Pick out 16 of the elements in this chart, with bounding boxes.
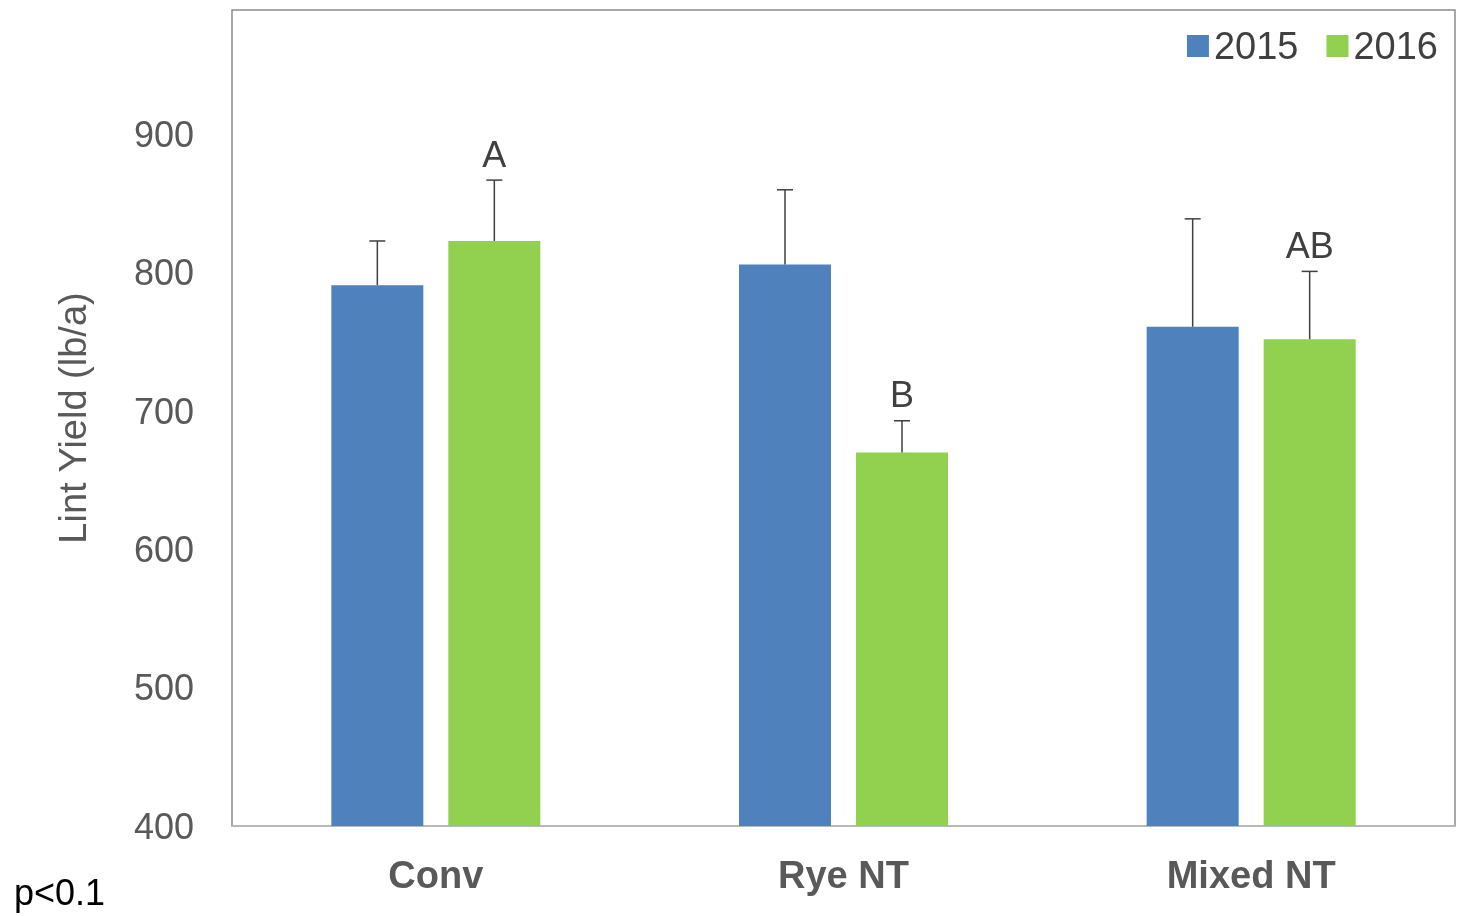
y-tick-label: 500: [133, 667, 194, 709]
x-tick-label: Mixed NT: [1166, 854, 1336, 896]
y-axis-title: Lint Yield (lb/a): [52, 292, 94, 544]
y-tick-label: 400: [133, 805, 194, 847]
x-tick-label: Rye NT: [778, 854, 909, 896]
legend-label: 2016: [1353, 25, 1439, 67]
y-tick-label: 600: [133, 528, 194, 570]
x-tick-label: Conv: [388, 854, 484, 896]
legend-label: 2015: [1213, 25, 1299, 67]
annotation: A: [482, 133, 507, 175]
y-tick-label: 900: [133, 113, 194, 155]
text: p<0.1: [14, 871, 106, 913]
annotation: B: [889, 374, 915, 416]
y-tick-label: 800: [133, 252, 194, 294]
annotation: AB: [1285, 224, 1334, 266]
y-tick-label: 700: [133, 390, 194, 432]
